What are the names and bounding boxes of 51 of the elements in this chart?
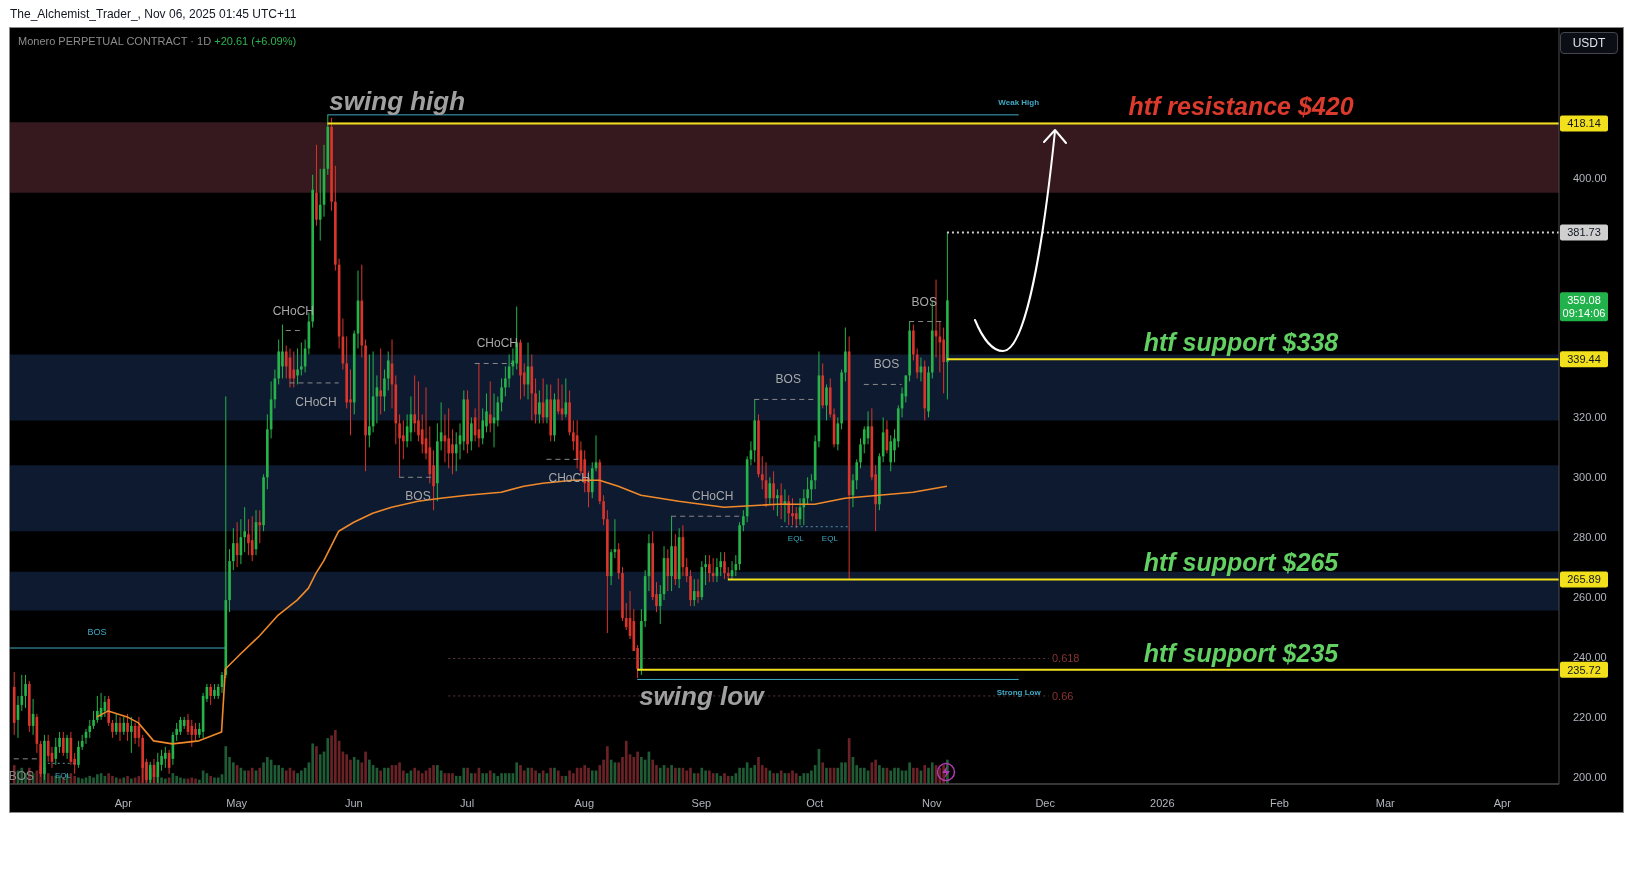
text: 359.08 bbox=[1567, 294, 1601, 307]
x-tick-label: Apr bbox=[114, 796, 133, 809]
series-label: htf resistance $420 bbox=[1128, 92, 1354, 121]
annotation: BOS bbox=[775, 372, 801, 387]
annotation: EQL bbox=[54, 770, 72, 780]
x-tick-label: May bbox=[226, 796, 248, 809]
x-tick-label: Nov bbox=[922, 796, 943, 809]
series-label: htf support $265 bbox=[1143, 548, 1340, 577]
data-label: 418.14 bbox=[1567, 117, 1601, 130]
x-tick-label: Jul bbox=[460, 796, 475, 809]
annotation: 0.618 bbox=[1051, 652, 1080, 665]
text: Monero PERPETUAL CONTRACT · 1D bbox=[18, 35, 212, 47]
series-label: htf support $338 bbox=[1143, 328, 1339, 357]
annotation: CHoCH bbox=[692, 489, 734, 504]
text: The_Alchemist_Trader_, Nov 06, 2025 01:45 UTC+11 bbox=[10, 7, 297, 21]
annotation: EQL bbox=[821, 534, 839, 544]
data-label: 235.72 bbox=[1567, 663, 1601, 676]
text: 09:14:06 bbox=[1562, 307, 1606, 320]
y-axis-title: USDT bbox=[1560, 32, 1618, 54]
x-tick-label: 2026 bbox=[1150, 796, 1175, 809]
y-tick-label: 320.00 bbox=[1573, 411, 1607, 424]
annotation: swing low bbox=[639, 681, 766, 712]
annotation: Weak High bbox=[998, 98, 1040, 108]
annotation: BOS bbox=[873, 357, 900, 372]
annotation: BOS bbox=[87, 627, 107, 638]
annotation: BOS bbox=[405, 489, 431, 504]
y-tick-label: 260.00 bbox=[1573, 591, 1607, 603]
annotation: 0.66 bbox=[1051, 689, 1074, 702]
text: +20.61 (+6.09%) bbox=[214, 35, 297, 47]
y-tick-label: 280.00 bbox=[1573, 531, 1607, 544]
x-tick-label: Aug bbox=[574, 796, 595, 809]
x-tick-label: Jun bbox=[344, 796, 363, 809]
x-tick-label: Dec bbox=[1035, 796, 1056, 809]
annotation: Strong Low bbox=[996, 687, 1042, 697]
x-tick-label: Sep bbox=[691, 796, 712, 809]
y-tick-label: 200.00 bbox=[1573, 770, 1607, 783]
x-tick-label: Oct bbox=[806, 796, 824, 809]
data-label: 381.73 bbox=[1567, 226, 1601, 239]
x-tick-label: Apr bbox=[1493, 796, 1512, 809]
y-tick-label: 300.00 bbox=[1573, 471, 1607, 484]
y-tick-label: 220.00 bbox=[1573, 710, 1607, 723]
x-tick-label: Mar bbox=[1375, 796, 1396, 809]
annotation: EQL bbox=[787, 534, 805, 544]
y-tick-label: 240.00 bbox=[1573, 650, 1607, 663]
annotation: swing high bbox=[329, 85, 466, 116]
x-tick-label: Feb bbox=[1269, 796, 1289, 809]
annotation: CHoCH bbox=[295, 394, 337, 409]
series-label: htf support $235 bbox=[1143, 638, 1340, 667]
data-label: 265.89 bbox=[1567, 573, 1601, 586]
y-tick-label: 400.00 bbox=[1573, 171, 1607, 184]
data-label: 339.44 bbox=[1567, 353, 1601, 366]
